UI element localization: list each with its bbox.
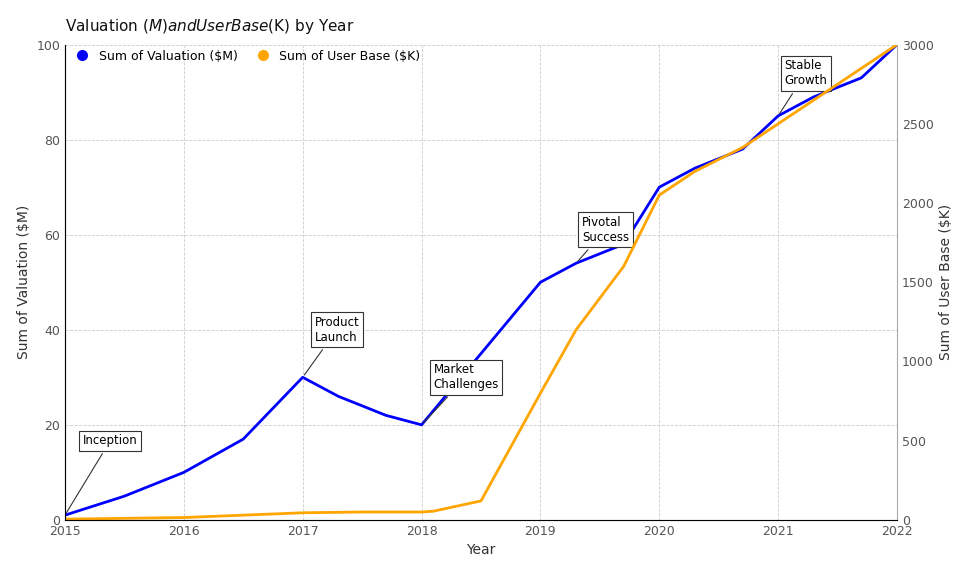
Text: Stable
Growth: Stable Growth xyxy=(779,59,827,114)
Text: Pivotal
Success: Pivotal Success xyxy=(578,216,629,261)
Text: Market
Challenges: Market Challenges xyxy=(423,363,498,423)
X-axis label: Year: Year xyxy=(466,544,495,557)
Text: Valuation ($M) and User Base ($K) by Year: Valuation ($M) and User Base ($K) by Yea… xyxy=(65,17,354,36)
Text: Product
Launch: Product Launch xyxy=(304,316,359,375)
Y-axis label: Sum of Valuation ($M): Sum of Valuation ($M) xyxy=(16,205,31,359)
Y-axis label: Sum of User Base ($K): Sum of User Base ($K) xyxy=(938,204,953,360)
Text: Inception: Inception xyxy=(66,435,138,513)
Legend: Sum of Valuation ($M), Sum of User Base ($K): Sum of Valuation ($M), Sum of User Base … xyxy=(65,45,424,68)
